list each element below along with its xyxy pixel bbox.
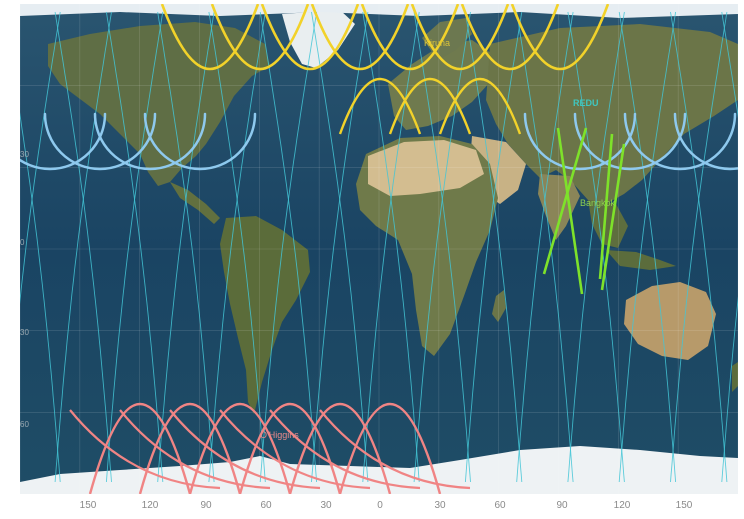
kiruna-label: Kiruna (424, 38, 451, 48)
kiruna-pass-arc (410, 4, 510, 71)
station-passes (20, 4, 738, 494)
indonesia (606, 250, 676, 270)
world-map: Kiruna REDU Bangkok O'Higgins (20, 4, 738, 494)
ohiggins-pass-arc (238, 403, 342, 494)
ground-track (157, 11, 215, 483)
kiruna-pass-arc (260, 4, 360, 71)
ground-track (464, 11, 523, 483)
lat-label-30s: 30 (20, 328, 29, 337)
central-america (170, 182, 220, 224)
ground-track (157, 11, 215, 483)
kiruna-pass-arc (360, 4, 460, 71)
lon-label: 30 (320, 500, 332, 511)
ground-track (618, 11, 677, 483)
bangkok-pass-line (600, 143, 626, 291)
kiruna-pass-arc (338, 77, 422, 135)
world-map-canvas (20, 4, 738, 494)
lon-label: 60 (260, 500, 272, 511)
kiruna-pass-arc (438, 77, 522, 135)
ground-track (20, 11, 61, 305)
ground-track (721, 11, 738, 119)
ground-track (362, 11, 420, 483)
ohiggins-pass-arc (88, 403, 192, 494)
ground-track (567, 11, 625, 483)
arctic-pass-arc (673, 112, 738, 171)
ohiggins-pass-arc (169, 409, 321, 490)
ohiggins-pass-arc (288, 403, 392, 494)
ground-track (311, 11, 369, 483)
kiruna-pass-arc (510, 4, 610, 71)
india (538, 174, 580, 240)
ohiggins-pass-arc (119, 409, 271, 490)
ground-track (413, 11, 471, 483)
australia (624, 282, 716, 360)
arctic-pass-arc (623, 112, 737, 171)
ohiggins-label: O'Higgins (260, 430, 299, 440)
lon-label: 120 (613, 500, 631, 511)
antarctica (20, 446, 738, 494)
lon-label: 90 (200, 500, 212, 511)
bangkok-pass-line (598, 133, 614, 280)
new-zealand (732, 362, 738, 392)
redu-label: REDU (573, 98, 599, 108)
ohiggins-pass-arc (188, 403, 292, 494)
arctic-pass-arc (93, 112, 207, 171)
lat-label-60s: 60 (20, 420, 29, 429)
kiruna-pass-arc (160, 4, 260, 71)
ground-track (208, 11, 266, 483)
ground-track (362, 11, 420, 483)
bangkok-pass-line (542, 127, 588, 275)
lon-label: 0 (377, 500, 383, 511)
kiruna-pass-arc (210, 4, 310, 71)
ground-track (516, 11, 574, 483)
ground-track (54, 11, 112, 483)
bangkok-label: Bangkok (580, 198, 616, 208)
ground-track (105, 11, 164, 483)
kiruna-pass-arc (460, 4, 560, 71)
lon-label: 150 (79, 500, 97, 511)
lat-label-30n: 30 (20, 150, 29, 159)
madagascar (492, 290, 506, 322)
kiruna-pass-arc (388, 77, 472, 135)
ohiggins-pass-arc (219, 409, 371, 490)
ground-track (208, 11, 266, 483)
kiruna-pass-arc (310, 4, 410, 71)
lat-label-0: 0 (20, 238, 25, 247)
lon-label: 150 (675, 500, 693, 511)
ground-track (54, 11, 112, 483)
ground-track (618, 11, 677, 483)
ground-track (259, 11, 318, 483)
arctic-pass-arc (143, 112, 257, 171)
lon-label: 90 (556, 500, 568, 511)
ground-track (20, 112, 61, 483)
ohiggins-pass-arc (338, 403, 442, 494)
arctic-ice (20, 4, 738, 18)
ohiggins-pass-arc (69, 409, 221, 490)
ohiggins-pass-arc (319, 409, 471, 490)
ground-track (105, 11, 164, 483)
ground-track (311, 11, 369, 483)
ground-track (670, 11, 728, 483)
satellite-ground-tracks (20, 11, 738, 483)
ground-track (464, 11, 523, 483)
bangkok-pass-line (556, 127, 584, 295)
ohiggins-pass-arc (269, 409, 421, 490)
ground-track (670, 11, 728, 483)
ground-track (259, 11, 318, 483)
south-america (220, 216, 310, 414)
ground-track (413, 11, 471, 483)
lon-label: 30 (434, 500, 446, 511)
ohiggins-pass-arc (138, 403, 242, 494)
lon-label: 60 (494, 500, 506, 511)
lon-label: 120 (141, 500, 159, 511)
ground-track (721, 296, 738, 483)
